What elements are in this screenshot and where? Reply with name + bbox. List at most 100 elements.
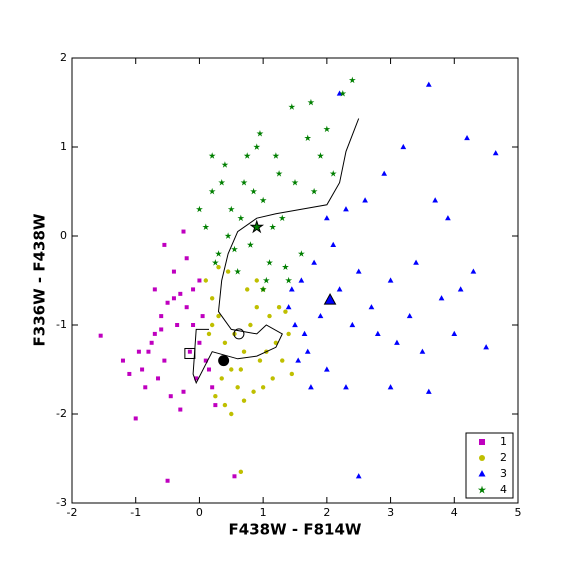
marker-square (232, 474, 237, 479)
marker-circle (241, 349, 247, 354)
x-tick-label: 2 (323, 506, 330, 519)
marker-triangle (355, 268, 362, 274)
marker-triangle (381, 170, 388, 176)
marker-star (243, 152, 251, 159)
marker-circle (276, 305, 282, 310)
marker-square (171, 269, 176, 274)
marker-square (181, 389, 186, 394)
x-tick-label: 5 (515, 506, 522, 519)
marker-square (178, 407, 183, 412)
marker-triangle (478, 470, 486, 477)
marker-star (297, 250, 305, 257)
marker-triangle (470, 268, 477, 274)
marker-triangle (387, 277, 394, 283)
marker-star (269, 223, 277, 231)
marker-circle (260, 385, 266, 390)
marker-square (136, 349, 141, 354)
marker-circle (222, 340, 228, 345)
marker-star (310, 187, 318, 195)
marker-circle (232, 331, 237, 337)
marker-circle (238, 469, 244, 475)
marker-triangle (374, 330, 381, 336)
marker-star (272, 152, 280, 159)
marker-square (168, 394, 173, 399)
marker-circle (267, 313, 272, 319)
marker-star (259, 196, 267, 204)
marker-square (178, 291, 183, 296)
marker-star (211, 259, 219, 266)
marker-triangle (308, 384, 314, 390)
marker-circle (225, 269, 231, 274)
marker-star (221, 161, 229, 168)
marker-triangle (394, 339, 400, 345)
marker-square (197, 278, 202, 283)
marker-star (215, 250, 222, 257)
marker-triangle (285, 304, 292, 310)
marker-circle (216, 264, 221, 270)
marker-star (259, 285, 267, 293)
marker-star (208, 152, 216, 159)
marker-square (127, 371, 132, 376)
y-tick-label: 0 (60, 229, 67, 242)
marker-star (291, 179, 299, 186)
marker-star (208, 187, 216, 195)
marker-square (175, 323, 180, 327)
marker-square (191, 287, 196, 292)
marker-square (191, 323, 196, 327)
marker-star (256, 130, 264, 137)
y-tick-label: -2 (56, 407, 67, 420)
marker-triangle (323, 215, 330, 221)
marker-square (133, 416, 138, 421)
marker-square (159, 327, 164, 332)
marker-triangle (445, 215, 451, 221)
marker-star (249, 219, 265, 234)
marker-star (285, 276, 293, 284)
marker-star (196, 205, 203, 213)
marker-triangle (355, 473, 362, 479)
marker-star (262, 276, 270, 284)
legend-label: 3 (500, 467, 507, 480)
marker-square (210, 385, 215, 390)
marker-star (323, 125, 331, 133)
marker-triangle (368, 304, 375, 310)
marker-star (237, 214, 245, 222)
marker-square (181, 229, 186, 234)
marker-square (479, 439, 485, 445)
marker-square (143, 385, 148, 390)
plot-frame (71, 57, 519, 504)
marker-square (162, 242, 167, 247)
marker-circle (283, 309, 288, 314)
x-tick-label: 3 (387, 506, 394, 519)
marker-square (171, 296, 176, 301)
marker-triangle (425, 81, 432, 87)
marker-star (307, 98, 315, 106)
marker-circle (222, 402, 228, 408)
marker-star (234, 268, 242, 275)
marker-square (184, 347, 196, 359)
marker-square (184, 256, 189, 261)
marker-circle (229, 411, 234, 417)
marker-triangle (419, 348, 426, 354)
marker-triangle (304, 348, 311, 354)
x-axis-label: F438W - F814W (229, 521, 362, 539)
y-tick-label: -1 (56, 318, 67, 331)
marker-star (240, 179, 248, 186)
marker-star (227, 205, 235, 213)
marker-triangle (464, 134, 470, 141)
marker-triangle (295, 357, 302, 363)
marker-star (317, 152, 324, 159)
marker-triangle (343, 206, 349, 212)
marker-circle (251, 389, 256, 394)
marker-star (253, 143, 261, 150)
marker-square (120, 358, 125, 363)
marker-square (159, 314, 164, 319)
marker-star (339, 90, 347, 97)
marker-triangle (483, 344, 490, 350)
marker-triangle (288, 286, 295, 292)
marker-triangle (457, 286, 464, 292)
marker-circle (479, 455, 485, 461)
marker-square (156, 376, 161, 381)
marker-star (202, 223, 210, 231)
marker-circle (218, 355, 230, 367)
